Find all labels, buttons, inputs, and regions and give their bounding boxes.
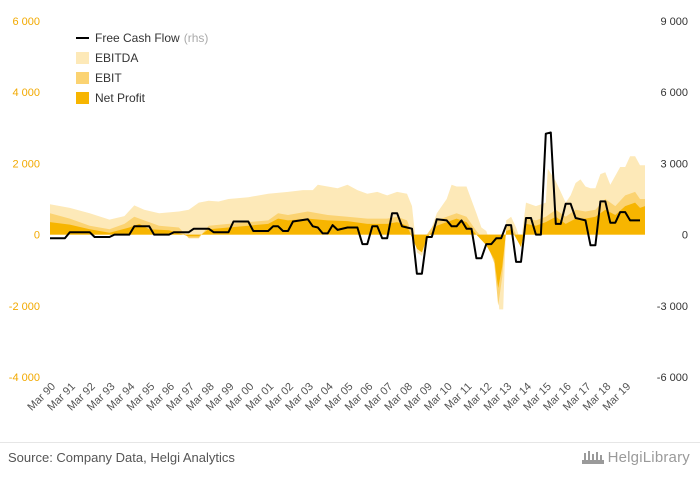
legend-swatch-fcf — [76, 37, 89, 39]
area-series-net_profit — [50, 202, 645, 288]
source-note: Source: Company Data, Helgi Analytics — [8, 450, 235, 465]
right-axis-tick-label: 9 000 — [660, 16, 688, 28]
right-axis-tick-label: 6 000 — [660, 87, 688, 99]
legend-swatch-net-profit — [76, 92, 89, 104]
brand-name: HelgiLibrary — [607, 449, 690, 466]
left-axis-tick-label: 2 000 — [12, 158, 40, 170]
area-series-ebit — [50, 191, 645, 306]
left-axis-tick-label: 4 000 — [12, 87, 40, 99]
legend-label-net-profit: Net Profit — [95, 91, 146, 105]
chart-legend: Free Cash Flow (rhs) EBITDA EBIT Net Pro… — [76, 28, 208, 108]
legend-label-ebit: EBIT — [95, 71, 122, 85]
line-series-fcf — [50, 131, 640, 275]
legend-swatch-ebit — [76, 72, 89, 84]
left-axis-tick-label: 0 — [34, 230, 40, 242]
right-axis-tick-label: 0 — [682, 230, 688, 242]
brand-logo[interactable]: HelgiLibrary — [581, 449, 690, 466]
legend-label-fcf: Free Cash Flow — [95, 31, 180, 45]
left-axis-tick-label: 6 000 — [12, 16, 40, 28]
chart-canvas: -4 000 -2 000 0 2 000 4 000 6 000 -6 000 -3 000… — [9, 16, 688, 413]
legend-label-ebitda: EBITDA — [95, 51, 139, 65]
legend-item-ebit[interactable]: EBIT — [76, 68, 208, 88]
right-axis-tick-label: -6 000 — [657, 372, 688, 384]
legend-item-ebitda[interactable]: EBITDA — [76, 48, 208, 68]
legend-swatch-ebitda — [76, 52, 89, 64]
legend-item-fcf[interactable]: Free Cash Flow (rhs) — [76, 28, 208, 48]
footer-divider — [0, 442, 700, 443]
right-axis-tick-label: -3 000 — [657, 301, 688, 313]
legend-suffix-rhs: (rhs) — [183, 31, 209, 45]
left-axis-tick-label: -4 000 — [9, 372, 40, 384]
left-axis-tick-label: -2 000 — [9, 301, 40, 313]
library-icon — [581, 451, 604, 464]
legend-item-net-profit[interactable]: Net Profit — [76, 88, 208, 108]
right-axis-tick-label: 3 000 — [660, 158, 688, 170]
